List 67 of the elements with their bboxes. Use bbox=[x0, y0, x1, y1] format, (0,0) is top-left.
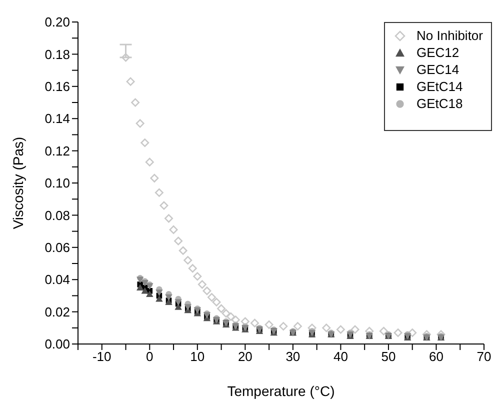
point bbox=[145, 158, 154, 166]
x-tick-label: 70 bbox=[476, 349, 492, 364]
point bbox=[174, 236, 183, 246]
point bbox=[165, 294, 172, 301]
point bbox=[222, 309, 230, 318]
point bbox=[264, 320, 274, 329]
legend-label: GEtC14 bbox=[416, 79, 463, 94]
point bbox=[136, 119, 144, 128]
legend-label: GEC12 bbox=[416, 45, 460, 60]
point bbox=[126, 77, 135, 86]
y-tick-label: 0.00 bbox=[44, 336, 70, 352]
y-tick-label: 0.20 bbox=[44, 14, 70, 30]
point bbox=[184, 256, 192, 265]
point bbox=[136, 284, 144, 291]
point bbox=[150, 174, 159, 182]
y-tick-label: 0.18 bbox=[44, 46, 70, 62]
legend-label: GEtC18 bbox=[416, 96, 463, 111]
x-tick-label: -10 bbox=[92, 349, 112, 364]
point bbox=[217, 304, 226, 313]
legend-label: GEC14 bbox=[416, 62, 460, 77]
point bbox=[193, 272, 202, 281]
point bbox=[146, 290, 154, 297]
point bbox=[169, 225, 178, 234]
x-tick-label: 50 bbox=[381, 349, 396, 364]
point bbox=[188, 264, 197, 273]
point bbox=[408, 328, 417, 337]
y-tick-label: 0.12 bbox=[44, 143, 70, 158]
point bbox=[350, 325, 360, 334]
x-tick-label: 0 bbox=[146, 349, 154, 364]
point bbox=[146, 283, 154, 290]
x-tick-label: 20 bbox=[238, 349, 252, 364]
y-tick-label: 0.08 bbox=[44, 208, 70, 223]
point bbox=[212, 298, 221, 306]
point bbox=[154, 188, 164, 197]
point bbox=[156, 295, 163, 302]
point bbox=[160, 201, 168, 210]
point bbox=[202, 286, 212, 296]
legend-label: No Inhibitor bbox=[416, 28, 483, 43]
x-axis-title: Temperature (°C) bbox=[227, 383, 335, 399]
point bbox=[207, 293, 216, 302]
point bbox=[322, 324, 331, 332]
x-tick-label: 30 bbox=[286, 349, 300, 364]
x-tick-label: 40 bbox=[333, 349, 348, 364]
point bbox=[178, 246, 188, 255]
point bbox=[131, 98, 140, 107]
point bbox=[141, 287, 148, 294]
x-tick-label: 10 bbox=[190, 349, 205, 364]
point bbox=[156, 290, 163, 296]
point bbox=[279, 322, 288, 331]
point bbox=[140, 138, 150, 147]
x-tick-label: 60 bbox=[429, 349, 444, 364]
y-tick-label: 0.10 bbox=[44, 176, 70, 191]
point bbox=[164, 214, 174, 223]
point bbox=[122, 53, 130, 62]
point bbox=[250, 318, 259, 328]
y-tick-label: 0.06 bbox=[44, 240, 70, 256]
point bbox=[198, 280, 206, 289]
y-axis-title: Viscosity (Pas) bbox=[10, 136, 26, 230]
point bbox=[293, 322, 302, 331]
point bbox=[226, 312, 236, 321]
point bbox=[394, 328, 402, 337]
point bbox=[379, 326, 388, 336]
y-tick-label: 0.02 bbox=[44, 304, 70, 320]
y-tick-label: 0.14 bbox=[44, 111, 70, 126]
y-tick-label: 0.04 bbox=[44, 272, 70, 288]
y-tick-label: 0.16 bbox=[44, 79, 70, 94]
point bbox=[336, 325, 345, 334]
